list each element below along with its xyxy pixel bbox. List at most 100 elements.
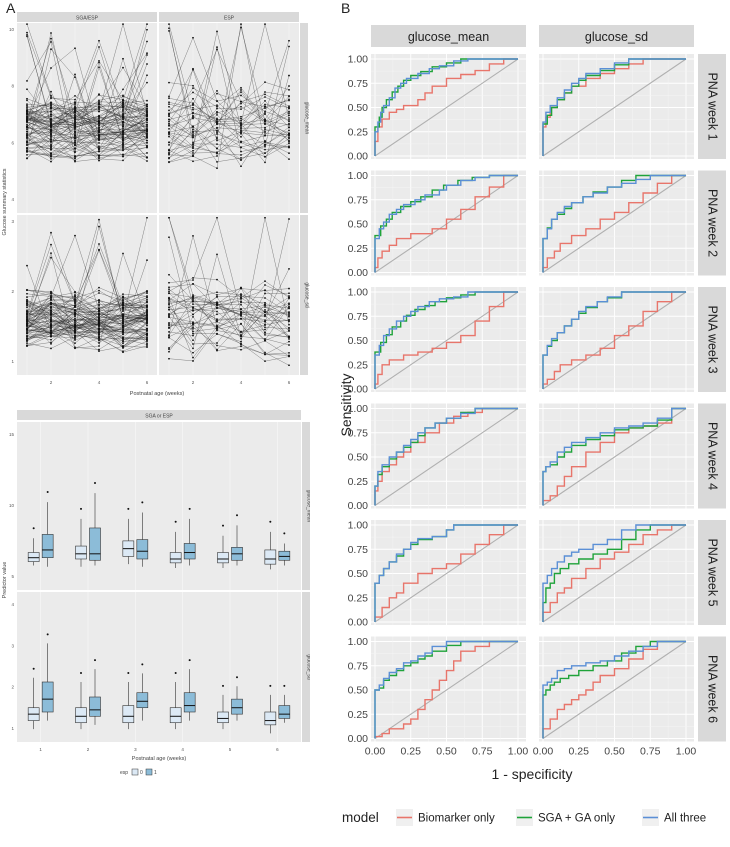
- subject-point: [264, 23, 266, 26]
- box-outlier: [32, 667, 35, 670]
- subject-point: [168, 113, 170, 116]
- subject-point: [168, 120, 170, 123]
- box-outlier: [283, 532, 286, 535]
- subject-point: [264, 126, 266, 129]
- subject-point: [192, 295, 194, 298]
- subject-point: [288, 351, 290, 354]
- subject-point: [50, 338, 52, 341]
- subject-point: [98, 334, 100, 337]
- subject-point: [122, 23, 124, 26]
- box-outlier: [222, 684, 224, 687]
- subject-point: [168, 292, 170, 294]
- facet-strip-top: [17, 410, 301, 420]
- subject-point: [192, 111, 194, 114]
- subject-point: [122, 57, 124, 60]
- subject-point: [98, 127, 100, 130]
- subject-line: [26, 138, 148, 162]
- subject-point: [122, 252, 124, 255]
- subject-line: [26, 331, 148, 352]
- subject-point: [98, 110, 100, 113]
- subject-line: [168, 307, 290, 333]
- subject-point: [122, 293, 124, 296]
- subject-point: [98, 316, 100, 319]
- subject-point: [240, 150, 242, 153]
- y-tick-label: 2: [11, 289, 14, 294]
- subject-point: [192, 309, 194, 312]
- subject-point: [216, 325, 218, 328]
- subject-point: [74, 140, 76, 143]
- subject-point: [26, 110, 28, 113]
- subject-point: [146, 336, 148, 339]
- subject-point: [168, 122, 170, 125]
- subject-point: [240, 102, 242, 105]
- roc-curve-all: [542, 640, 686, 739]
- subject-point: [146, 125, 148, 128]
- subject-point: [50, 48, 52, 51]
- roc-curve-all: [374, 407, 518, 506]
- subject-point: [98, 107, 100, 110]
- subject-point: [26, 312, 28, 315]
- subject-line: [26, 128, 148, 159]
- subject-point: [288, 338, 290, 340]
- subject-point: [264, 161, 266, 164]
- subject-point: [50, 111, 52, 113]
- subject-line: [26, 104, 148, 132]
- subject-point: [192, 276, 194, 279]
- roc-curve-all: [542, 291, 686, 389]
- subject-point: [192, 141, 194, 144]
- subject-point: [192, 108, 194, 111]
- subject-point: [26, 115, 28, 118]
- roc-curve-all: [374, 291, 518, 389]
- subject-line: [26, 219, 148, 330]
- chance-diagonal: [542, 641, 687, 739]
- subject-point: [50, 326, 52, 329]
- subject-point: [26, 106, 28, 109]
- subject-point: [98, 348, 100, 351]
- subject-point: [216, 310, 218, 313]
- subject-point: [122, 327, 124, 330]
- subject-point: [146, 107, 148, 110]
- subject-point: [288, 85, 290, 87]
- subject-point: [216, 104, 218, 107]
- x-tick-label: 0.00: [533, 746, 554, 758]
- subject-point: [26, 103, 28, 106]
- subject-line: [26, 112, 148, 135]
- x-tick-label: 4: [240, 380, 243, 385]
- subject-point: [74, 98, 76, 101]
- x-tick-label: 4: [181, 747, 184, 752]
- subject-point: [168, 290, 170, 293]
- subject-point: [98, 312, 100, 315]
- subject-point: [146, 109, 148, 112]
- subject-line: [168, 217, 290, 333]
- subject-point: [146, 54, 148, 56]
- subject-line: [168, 138, 290, 163]
- subject-point: [50, 130, 52, 133]
- subject-point: [98, 286, 100, 289]
- subject-point: [288, 320, 290, 323]
- subject-point: [288, 45, 290, 48]
- subject-point: [240, 140, 242, 143]
- subject-point: [98, 150, 100, 153]
- subject-line: [26, 290, 148, 306]
- subject-point: [288, 335, 290, 338]
- subject-point: [146, 329, 148, 332]
- subject-point: [74, 327, 76, 329]
- subject-point: [26, 120, 28, 123]
- subject-point: [216, 301, 218, 304]
- subject-point: [50, 160, 52, 163]
- subject-point: [26, 306, 28, 309]
- subject-line: [168, 98, 290, 133]
- subject-line: [168, 304, 290, 338]
- subject-line: [26, 249, 148, 317]
- subject-line: [26, 61, 148, 143]
- subject-point: [74, 126, 76, 129]
- chance-diagonal: [542, 175, 687, 273]
- subject-point: [288, 99, 290, 102]
- subject-line: [168, 37, 290, 126]
- subject-point: [74, 306, 76, 308]
- subject-point: [98, 105, 100, 108]
- subject-point: [216, 307, 218, 309]
- subject-point: [264, 292, 266, 295]
- subject-point: [26, 147, 28, 150]
- subject-line: [168, 305, 290, 340]
